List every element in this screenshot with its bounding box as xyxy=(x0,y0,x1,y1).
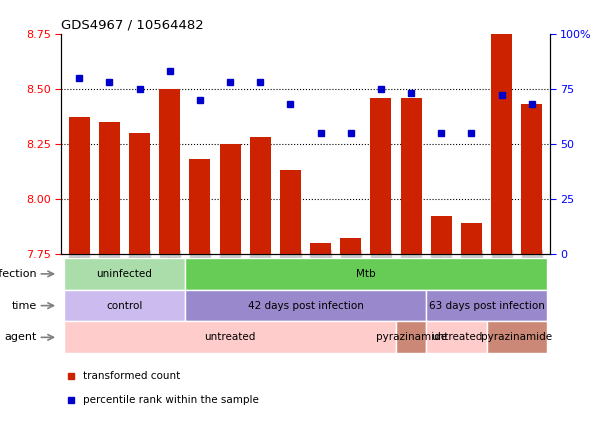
Bar xyxy=(491,34,512,254)
Bar xyxy=(310,243,331,254)
Bar xyxy=(185,258,547,290)
Text: infection: infection xyxy=(0,269,37,279)
Bar xyxy=(280,170,301,254)
Bar xyxy=(159,89,180,254)
Text: untreated: untreated xyxy=(205,332,256,342)
Bar xyxy=(219,144,241,254)
Bar xyxy=(68,118,90,254)
Text: 63 days post infection: 63 days post infection xyxy=(428,301,544,310)
Text: control: control xyxy=(106,301,142,310)
Bar xyxy=(461,223,482,254)
Text: percentile rank within the sample: percentile rank within the sample xyxy=(83,395,259,405)
Bar xyxy=(64,258,185,290)
Bar xyxy=(99,122,120,254)
Bar xyxy=(426,321,486,353)
Bar xyxy=(396,321,426,353)
Text: agent: agent xyxy=(5,332,37,342)
Bar xyxy=(185,290,426,321)
Bar xyxy=(486,321,547,353)
Text: GDS4967 / 10564482: GDS4967 / 10564482 xyxy=(61,18,204,31)
Text: Mtb: Mtb xyxy=(356,269,376,279)
Text: time: time xyxy=(12,301,37,310)
Bar xyxy=(340,239,361,254)
Bar xyxy=(189,159,210,254)
Text: pyrazinamide: pyrazinamide xyxy=(376,332,447,342)
Bar xyxy=(521,104,543,254)
Bar xyxy=(64,290,185,321)
Bar xyxy=(64,321,396,353)
Bar xyxy=(250,137,271,254)
Bar xyxy=(401,98,422,254)
Text: transformed count: transformed count xyxy=(83,371,180,381)
Text: uninfected: uninfected xyxy=(97,269,152,279)
Bar xyxy=(129,133,150,254)
Bar xyxy=(426,290,547,321)
Bar xyxy=(431,217,452,254)
Bar xyxy=(370,98,392,254)
Text: 42 days post infection: 42 days post infection xyxy=(247,301,364,310)
Text: pyrazinamide: pyrazinamide xyxy=(481,332,552,342)
Text: untreated: untreated xyxy=(431,332,482,342)
